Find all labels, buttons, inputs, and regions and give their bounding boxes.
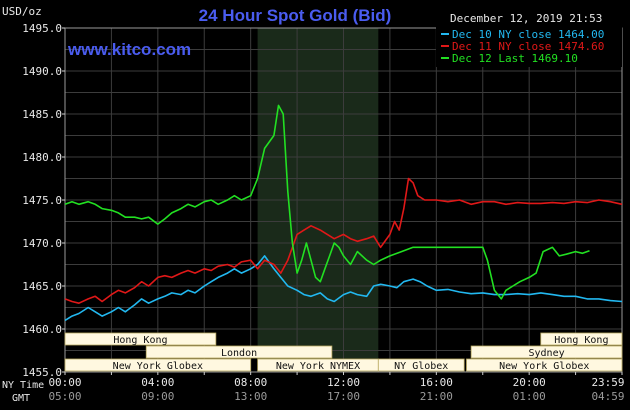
market-session-bar	[64, 358, 252, 372]
y-tick-label: 1460.0	[22, 323, 62, 336]
ny-time-tick: 23:59	[591, 376, 624, 389]
y-axis-ticks: 1495.0 1490.0 1485.0 1480.0 1475.0 1470.0 1465…	[22, 22, 65, 379]
legend-entry: Dec 10 NY close 1464.00	[452, 28, 604, 41]
gmt-time-tick: 13:00	[234, 390, 267, 403]
market-session-label: London	[221, 348, 257, 359]
chart-title: 24 Hour Spot Gold (Bid)	[199, 6, 392, 25]
y-tick-label: 1465.0	[22, 280, 62, 293]
y-tick-label: 1480.0	[22, 151, 62, 164]
series-line-3	[64, 104, 590, 300]
ny-time-tick: 16:00	[420, 376, 453, 389]
gmt-time-tick: 21:00	[420, 390, 453, 403]
market-session-label: New York Globex	[113, 361, 203, 372]
timestamp: December 12, 2019 21:53	[450, 12, 602, 25]
y-tick-label: 1455.0	[22, 366, 62, 379]
gmt-time-tick: 05:00	[48, 390, 81, 403]
market-session-label: New York Globex	[499, 361, 589, 372]
y-tick-label: 1475.0	[22, 194, 62, 207]
gmt-time-tick: 01:00	[513, 390, 546, 403]
market-session-label: New York NYMEX	[276, 361, 360, 372]
website-label: www.kitco.com	[67, 40, 191, 59]
gmt-time-tick: 17:00	[327, 390, 360, 403]
market-session-label: Hong Kong	[554, 335, 608, 346]
market-session-bar	[145, 345, 333, 359]
y-tick-label: 1485.0	[22, 108, 62, 121]
ny-time-tick: 20:00	[513, 376, 546, 389]
market-session-label: NY Globex	[394, 361, 448, 372]
legend-entry: Dec 12 Last 1469.10	[452, 52, 578, 65]
market-session-label: Sydney	[529, 348, 565, 359]
market-sessions: Hong Kong Hong Kong London Sydney New York G…	[64, 332, 623, 372]
market-session-bar	[466, 358, 623, 372]
y-tick-label: 1495.0	[22, 22, 62, 35]
ny-time-tick: 08:00	[234, 376, 267, 389]
y-unit-label: USD/oz	[2, 5, 42, 18]
market-session-bar	[540, 332, 623, 346]
market-session-bar	[377, 358, 465, 372]
gmt-label: GMT	[12, 393, 30, 404]
legend-box	[436, 27, 622, 67]
ny-time-tick: 12:00	[327, 376, 360, 389]
y-tick-label: 1490.0	[22, 65, 62, 78]
gmt-time-tick: 09:00	[141, 390, 174, 403]
ny-time-tick: 04:00	[141, 376, 174, 389]
series-line-2	[64, 177, 623, 305]
y-tick-label: 1470.0	[22, 237, 62, 250]
grid-lines	[64, 27, 623, 373]
time-axis: NY Time GMT 00:00 04:00 08:00 12:00 16:00 20:…	[2, 372, 625, 404]
price-series	[64, 104, 623, 322]
market-session-bar	[470, 345, 623, 359]
gmt-time-tick: 04:59	[591, 390, 624, 403]
ny-time-label: NY Time	[2, 380, 44, 391]
legend-entry: Dec 11 NY close 1474.60	[452, 40, 604, 53]
ny-time-tick: 00:00	[48, 376, 81, 389]
market-session-label: Hong Kong	[113, 335, 167, 346]
market-session-bar	[64, 332, 217, 346]
